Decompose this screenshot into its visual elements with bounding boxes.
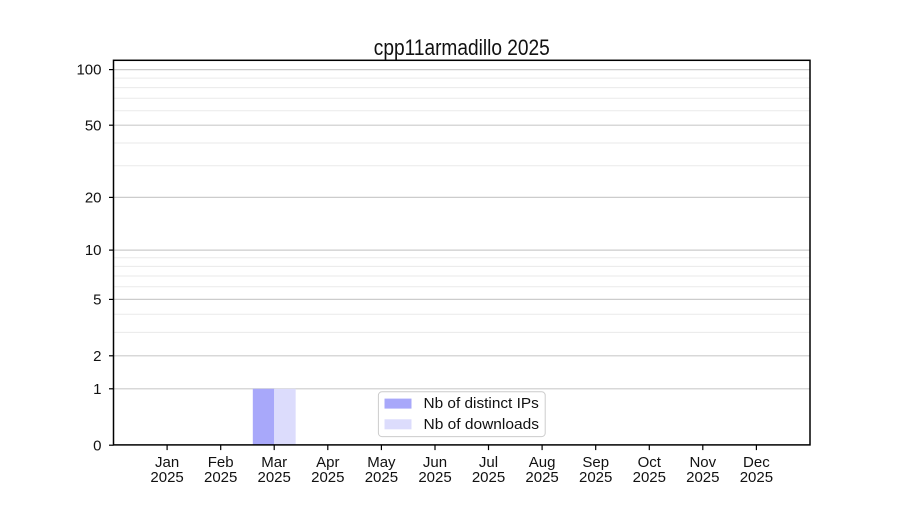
svg-text:cpp11armadillo 2025: cpp11armadillo 2025 xyxy=(374,35,550,60)
svg-text:Aug: Aug xyxy=(529,454,556,471)
svg-text:2025: 2025 xyxy=(258,469,291,486)
svg-text:2025: 2025 xyxy=(472,469,505,486)
svg-text:2025: 2025 xyxy=(311,469,344,486)
svg-text:Sep: Sep xyxy=(582,454,609,471)
svg-text:10: 10 xyxy=(85,242,102,259)
svg-text:Jun: Jun xyxy=(423,454,447,471)
svg-text:2025: 2025 xyxy=(579,469,612,486)
svg-text:2025: 2025 xyxy=(150,469,183,486)
svg-text:Mar: Mar xyxy=(261,454,287,471)
svg-text:0: 0 xyxy=(93,437,101,454)
svg-text:Jan: Jan xyxy=(155,454,179,471)
svg-text:2025: 2025 xyxy=(525,469,558,486)
svg-text:Nb of downloads: Nb of downloads xyxy=(424,416,540,433)
svg-text:2025: 2025 xyxy=(204,469,237,486)
svg-text:100: 100 xyxy=(76,62,101,79)
svg-text:May: May xyxy=(367,454,396,471)
svg-text:Nb of distinct IPs: Nb of distinct IPs xyxy=(424,395,539,412)
svg-text:Apr: Apr xyxy=(316,454,339,471)
svg-text:Dec: Dec xyxy=(743,454,770,471)
svg-text:Nov: Nov xyxy=(689,454,716,471)
svg-text:Oct: Oct xyxy=(638,454,662,471)
svg-text:1: 1 xyxy=(93,381,101,398)
svg-text:2025: 2025 xyxy=(740,469,773,486)
svg-text:2025: 2025 xyxy=(418,469,451,486)
svg-text:Jul: Jul xyxy=(479,454,498,471)
svg-text:20: 20 xyxy=(85,190,102,207)
svg-text:2025: 2025 xyxy=(365,469,398,486)
svg-text:2: 2 xyxy=(93,348,101,365)
svg-text:Feb: Feb xyxy=(208,454,234,471)
svg-text:2025: 2025 xyxy=(686,469,719,486)
svg-text:2025: 2025 xyxy=(633,469,666,486)
svg-text:5: 5 xyxy=(93,292,101,309)
svg-text:50: 50 xyxy=(85,117,102,134)
